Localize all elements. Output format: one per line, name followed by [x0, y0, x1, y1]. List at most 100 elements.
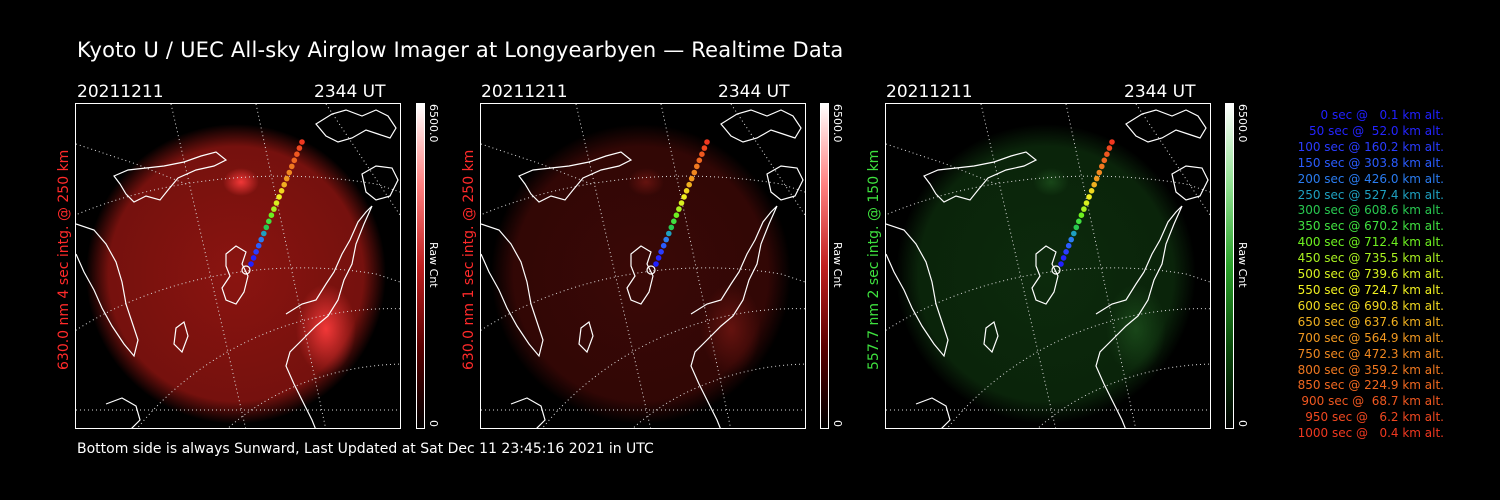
- panel-date: 20211211: [77, 82, 164, 102]
- coastline: [923, 151, 1038, 203]
- colorbar-min: 0: [831, 420, 844, 427]
- legend-entry: 50 sec @ 52.0 km alt.: [1309, 123, 1444, 138]
- legend-entry: 800 sec @ 359.2 km alt.: [1297, 362, 1444, 377]
- panel-date: 20211211: [886, 82, 973, 102]
- trajectory-point: [676, 206, 682, 212]
- panel-time: 2344 UT: [718, 82, 790, 102]
- trajectory-point: [653, 261, 659, 267]
- trajectory-point: [286, 169, 293, 176]
- trajectory-point: [1106, 145, 1113, 151]
- trajectory-point: [668, 224, 675, 231]
- panel-time: 2344 UT: [1124, 82, 1196, 102]
- footer-note: Bottom side is always Sunward, Last Upda…: [77, 441, 654, 457]
- trajectory-point: [291, 157, 298, 164]
- legend-entry: 150 sec @ 303.8 km alt.: [1297, 155, 1444, 170]
- trajectory-point: [681, 194, 687, 200]
- station-marker: [241, 265, 251, 275]
- trajectory-point: [1068, 236, 1074, 243]
- coastline: [76, 223, 139, 358]
- airglow-hotspot: [628, 168, 664, 196]
- trajectory-point: [1091, 181, 1097, 188]
- trajectory-point: [691, 169, 698, 176]
- grid-line: [325, 104, 400, 216]
- coastline: [221, 245, 249, 305]
- trajectory-point: [250, 255, 257, 261]
- trajectory-point: [248, 261, 254, 267]
- legend-entry: 650 sec @ 637.6 km alt.: [1297, 314, 1444, 329]
- legend-entry: 100 sec @ 160.2 km alt.: [1297, 139, 1444, 154]
- trajectory-point: [1058, 261, 1064, 267]
- trajectory-point: [701, 145, 708, 151]
- station-marker: [1051, 265, 1061, 275]
- trajectory-point: [1078, 212, 1085, 218]
- trajectory-point: [694, 163, 700, 170]
- legend-entry: 300 sec @ 608.6 km alt.: [1297, 203, 1444, 218]
- trajectory-point: [666, 230, 672, 237]
- trajectory-point: [261, 230, 267, 237]
- airglow-hotspot: [701, 284, 761, 374]
- panel-ylabel: 630.0 nm 4 sec intg. @ 250 km: [56, 149, 72, 370]
- grid-line: [481, 267, 805, 331]
- grid-line: [730, 104, 805, 216]
- airglow-hotspot: [1106, 284, 1166, 374]
- trajectory-point: [1076, 218, 1082, 225]
- grid-line: [76, 175, 400, 216]
- grid-line: [76, 267, 400, 331]
- trajectory-point: [258, 236, 264, 243]
- legend-entry: 900 sec @ 68.7 km alt.: [1301, 394, 1444, 409]
- coastline: [518, 151, 633, 203]
- trajectory-point: [1083, 200, 1090, 206]
- trajectory-point: [1088, 188, 1095, 194]
- trajectory-point: [253, 249, 259, 255]
- trajectory-point: [683, 188, 690, 194]
- trajectory-point: [704, 139, 710, 145]
- grid-line: [481, 175, 805, 216]
- coastline: [361, 165, 399, 201]
- coastline: [285, 205, 373, 428]
- coastline: [626, 245, 654, 305]
- trajectory-point: [299, 139, 305, 145]
- colorbar-min: 0: [1236, 420, 1249, 427]
- trajectory-point: [1065, 242, 1072, 249]
- coastline: [886, 223, 949, 358]
- colorbar-3: [1225, 103, 1234, 429]
- coastline: [690, 205, 778, 428]
- coastline: [1171, 165, 1209, 201]
- legend-entry: 600 sec @ 690.8 km alt.: [1297, 298, 1444, 313]
- trajectory-point: [1081, 206, 1087, 212]
- legend-entry: 0 sec @ 0.1 km alt.: [1320, 108, 1445, 122]
- trajectory-point: [294, 151, 300, 157]
- coastline: [1095, 205, 1183, 428]
- trajectory-point: [663, 236, 669, 243]
- trajectory-point: [686, 181, 692, 188]
- coastline: [315, 109, 397, 143]
- colorbar-1: [416, 103, 425, 429]
- trajectory-point: [1104, 151, 1110, 157]
- panel-ylabel: 557.7 nm 2 sec intg. @ 150 km: [866, 149, 882, 370]
- legend-entry: 750 sec @ 472.3 km alt.: [1297, 346, 1444, 361]
- trajectory-point: [1101, 157, 1108, 164]
- trajectory-point: [673, 212, 680, 218]
- grid-line: [227, 363, 400, 428]
- trajectory-point: [281, 181, 287, 188]
- trajectory-point: [1096, 169, 1103, 176]
- trajectory-point: [688, 175, 695, 182]
- legend-entry: 400 sec @ 712.4 km alt.: [1297, 235, 1444, 250]
- grid-line: [886, 175, 1210, 216]
- trajectory-point: [283, 175, 290, 182]
- airglow-hotspot: [1033, 168, 1069, 196]
- trajectory-point: [1073, 224, 1080, 231]
- legend-entry: 700 sec @ 564.9 km alt.: [1297, 330, 1444, 345]
- grid-line: [947, 308, 1210, 428]
- coastline: [510, 397, 546, 428]
- trajectory-point: [289, 163, 295, 170]
- colorbar-max: 6500.0: [1236, 104, 1249, 143]
- trajectory-point: [276, 194, 282, 200]
- colorbar-unit: Raw Cnt: [1236, 242, 1249, 288]
- station-marker: [646, 265, 656, 275]
- trajectory-legend: 0 sec @ 0.1 km alt. 50 sec @ 52.0 km alt.…: [1298, 108, 1444, 442]
- trajectory-point: [1109, 139, 1115, 145]
- grid-line: [542, 308, 805, 428]
- grid-line: [886, 267, 1210, 331]
- trajectory-point: [268, 212, 275, 218]
